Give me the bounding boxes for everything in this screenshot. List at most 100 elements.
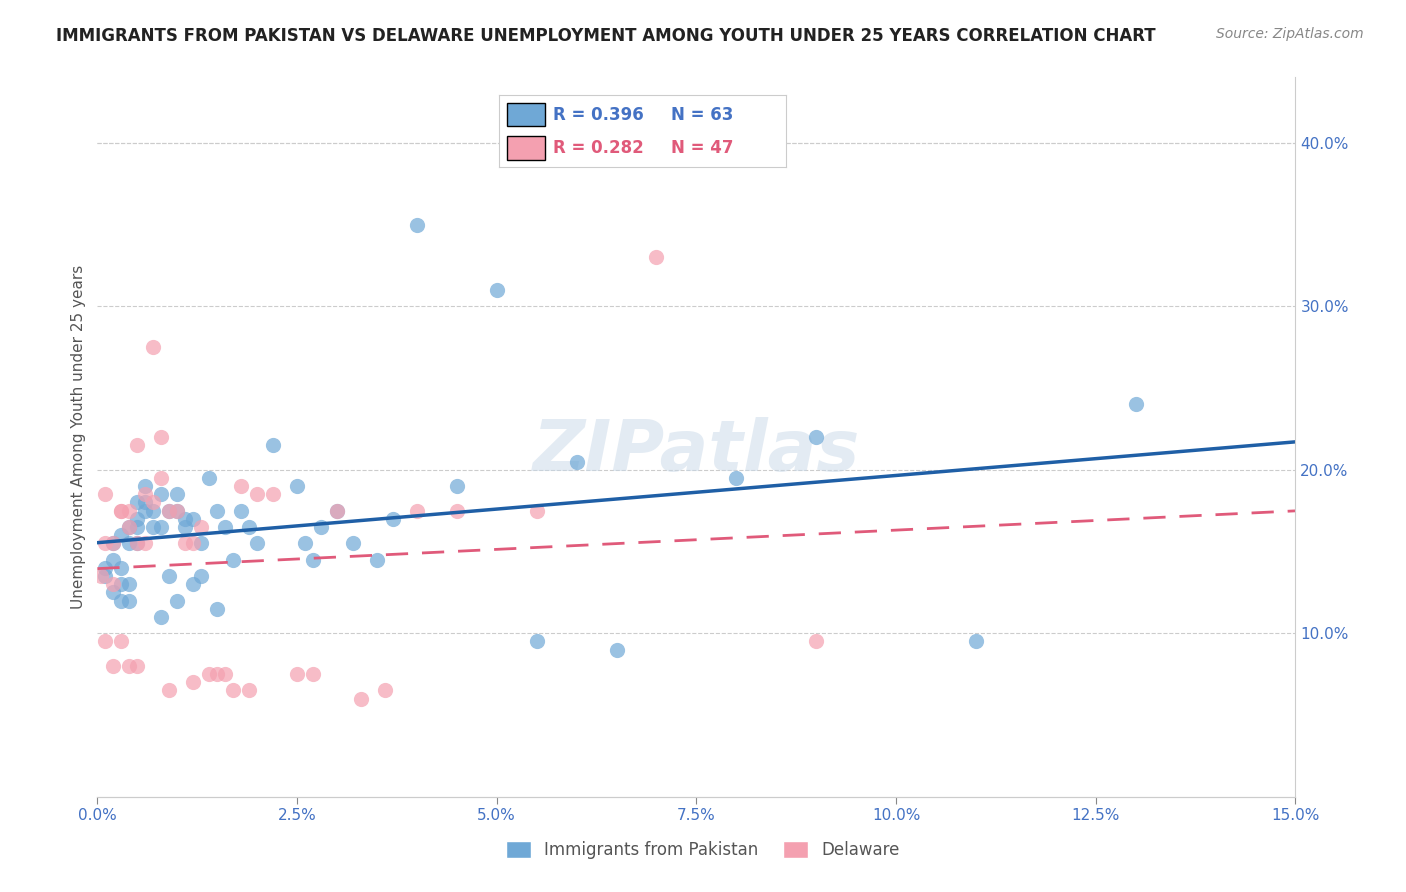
Point: [238, 520, 260, 534]
Point: [118, 577, 141, 591]
Point: [214, 520, 236, 534]
Point: [965, 634, 987, 648]
Point: [166, 593, 188, 607]
Point: [190, 569, 212, 583]
Point: [229, 479, 252, 493]
Point: [127, 536, 149, 550]
Text: IMMIGRANTS FROM PAKISTAN VS DELAWARE UNEMPLOYMENT AMONG YOUTH UNDER 25 YEARS COR: IMMIGRANTS FROM PAKISTAN VS DELAWARE UNE…: [56, 27, 1156, 45]
Point: [181, 675, 204, 690]
Point: [238, 683, 260, 698]
Point: [127, 495, 149, 509]
Point: [725, 471, 748, 485]
Point: [157, 503, 180, 517]
Point: [150, 520, 173, 534]
Point: [1125, 397, 1147, 411]
Point: [181, 536, 204, 550]
Point: [205, 667, 228, 681]
Point: [229, 503, 252, 517]
Point: [142, 340, 165, 354]
Point: [190, 536, 212, 550]
Point: [118, 503, 141, 517]
Point: [302, 667, 325, 681]
Point: [127, 659, 149, 673]
Point: [157, 569, 180, 583]
Point: [166, 503, 188, 517]
Point: [142, 503, 165, 517]
Point: [150, 471, 173, 485]
Point: [103, 536, 125, 550]
Point: [94, 634, 117, 648]
Point: [94, 536, 117, 550]
Point: [262, 487, 284, 501]
Point: [381, 512, 404, 526]
Legend: Immigrants from Pakistan, Delaware: Immigrants from Pakistan, Delaware: [499, 834, 907, 866]
Point: [205, 503, 228, 517]
Point: [166, 503, 188, 517]
Point: [565, 454, 588, 468]
Point: [446, 503, 468, 517]
Point: [103, 552, 125, 566]
Point: [198, 471, 221, 485]
Point: [134, 487, 156, 501]
Point: [110, 593, 132, 607]
Point: [118, 520, 141, 534]
Point: [94, 487, 117, 501]
Point: [342, 536, 364, 550]
Point: [166, 487, 188, 501]
Point: [94, 561, 117, 575]
Point: [90, 569, 112, 583]
Point: [103, 585, 125, 599]
Point: [142, 520, 165, 534]
Point: [118, 593, 141, 607]
Point: [246, 536, 269, 550]
Point: [645, 250, 668, 264]
Point: [285, 667, 308, 681]
Point: [134, 495, 156, 509]
Point: [285, 479, 308, 493]
Point: [134, 503, 156, 517]
Point: [142, 495, 165, 509]
Point: [374, 683, 396, 698]
Point: [222, 552, 245, 566]
Point: [485, 283, 508, 297]
Point: [405, 218, 427, 232]
Point: [157, 503, 180, 517]
Point: [174, 536, 197, 550]
Point: [262, 438, 284, 452]
Point: [405, 503, 427, 517]
Point: [118, 536, 141, 550]
Point: [350, 691, 373, 706]
Point: [127, 520, 149, 534]
Point: [222, 683, 245, 698]
Point: [157, 683, 180, 698]
Point: [174, 512, 197, 526]
Point: [110, 634, 132, 648]
Point: [127, 438, 149, 452]
Point: [110, 503, 132, 517]
Point: [118, 520, 141, 534]
Point: [246, 487, 269, 501]
Point: [94, 569, 117, 583]
Point: [181, 577, 204, 591]
Point: [150, 487, 173, 501]
Point: [326, 503, 349, 517]
Point: [302, 552, 325, 566]
Point: [118, 659, 141, 673]
Point: [526, 503, 548, 517]
Point: [134, 479, 156, 493]
Text: Source: ZipAtlas.com: Source: ZipAtlas.com: [1216, 27, 1364, 41]
Point: [294, 536, 316, 550]
Point: [606, 642, 628, 657]
Point: [110, 503, 132, 517]
Point: [110, 528, 132, 542]
Point: [326, 503, 349, 517]
Point: [309, 520, 332, 534]
Point: [526, 634, 548, 648]
Point: [127, 512, 149, 526]
Point: [366, 552, 388, 566]
Point: [150, 610, 173, 624]
Point: [150, 430, 173, 444]
Point: [110, 561, 132, 575]
Point: [446, 479, 468, 493]
Point: [214, 667, 236, 681]
